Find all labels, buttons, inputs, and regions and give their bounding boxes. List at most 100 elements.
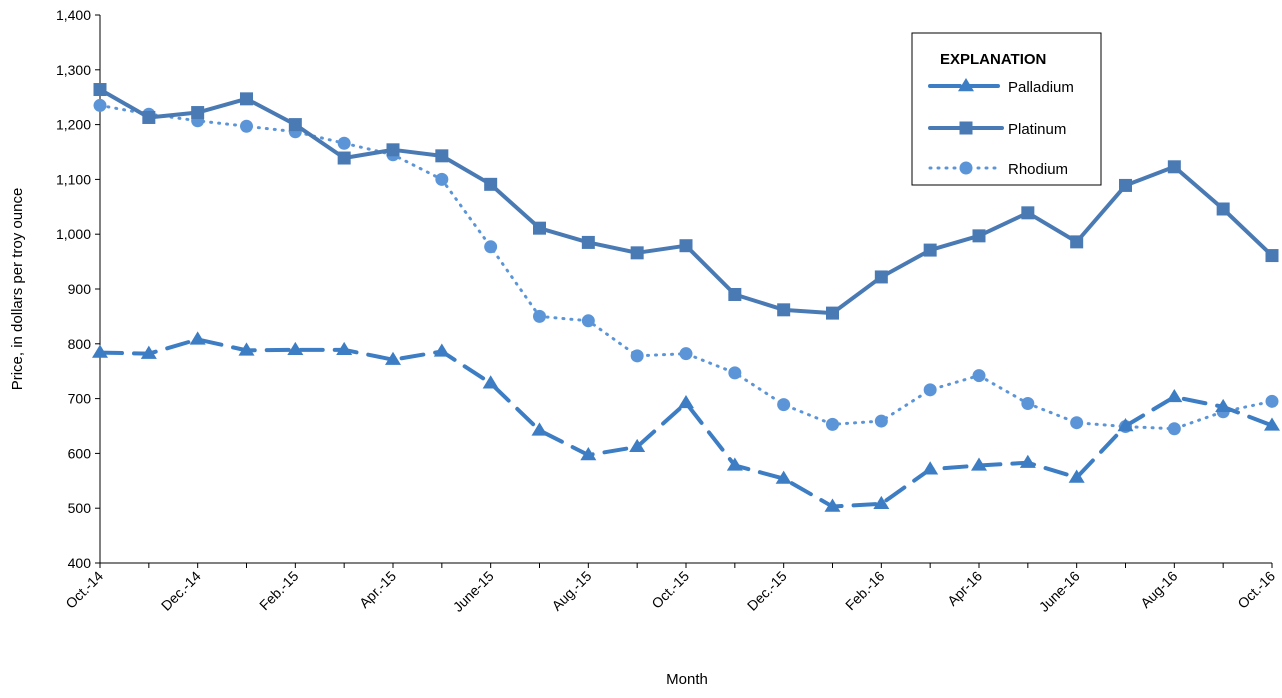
y-tick-label: 500: [68, 500, 92, 516]
platinum-point: [533, 221, 546, 235]
legend-item-rhodium: Rhodium: [928, 161, 1068, 178]
rhodium-point: [777, 398, 791, 412]
platinum-point: [1265, 249, 1279, 263]
legend: EXPLANATION Palladium Platinum Rhodium: [911, 32, 1102, 186]
palladium-point: [629, 438, 646, 453]
legend-label-platinum: Platinum: [1008, 121, 1066, 138]
y-tick-label: 1,000: [56, 226, 91, 242]
platinum-point: [728, 287, 742, 301]
y-tick-label: 900: [68, 281, 92, 297]
platinum-point: [630, 246, 644, 260]
platinum-point: [1119, 178, 1132, 192]
y-tick-label: 800: [68, 336, 92, 352]
platinum-point: [1021, 206, 1035, 220]
rhodium-point: [826, 417, 839, 431]
platinum-point: [1070, 235, 1084, 249]
rhodium-point: [1021, 397, 1035, 411]
palladium-point: [238, 342, 255, 356]
rhodium-point: [435, 172, 449, 186]
rhodium-point: [630, 349, 644, 363]
rhodium-point: [679, 347, 693, 361]
palladium-point: [1068, 469, 1085, 483]
x-tick-label: Oct.-16: [1234, 568, 1278, 612]
palladium-point: [678, 394, 694, 409]
palladium-point: [873, 495, 890, 510]
x-tick-label: Aug.-15: [548, 568, 594, 614]
y-tick-label: 700: [68, 391, 92, 407]
x-tick-label: Aug-16: [1137, 568, 1180, 611]
platinum-point: [1216, 202, 1230, 216]
platinum-point: [240, 92, 253, 106]
palladium-point: [580, 447, 597, 461]
rhodium-point: [923, 383, 937, 397]
platinum-point: [923, 243, 937, 257]
platinum-point: [874, 270, 888, 284]
x-tick-label: June-15: [450, 568, 497, 615]
x-axis-ticks: Oct.-14 Dec.-14 Feb.-15 Apr.-15 June-15 Aug.-…: [62, 563, 1278, 615]
x-tick-label: Dec.-15: [744, 568, 790, 614]
y-tick-label: 600: [68, 445, 92, 461]
rhodium-point: [972, 369, 986, 383]
palladium-point: [922, 461, 939, 475]
platinum-point: [679, 239, 693, 253]
palladium-point: [726, 457, 743, 471]
palladium-point: [1117, 418, 1134, 432]
palladium-point: [1215, 398, 1232, 413]
y-tick-label: 1,400: [56, 7, 91, 23]
palladium-point: [1264, 417, 1280, 431]
palladium-point: [287, 341, 304, 356]
legend-label-rhodium: Rhodium: [1008, 161, 1068, 178]
platinum-point: [288, 118, 302, 132]
x-tick-label: Apr-16: [944, 568, 985, 609]
palladium-point: [482, 375, 499, 389]
rhodium-point: [874, 414, 888, 428]
x-tick-label: Oct.-14: [62, 568, 106, 612]
y-axis-title: Price, in dollars per troy ounce: [9, 188, 26, 391]
y-tick-label: 1,100: [56, 171, 91, 187]
x-axis-title: Month: [666, 671, 708, 688]
rhodium-point: [1070, 416, 1084, 430]
platinum-point: [484, 177, 498, 191]
platinum-point: [386, 143, 400, 157]
rhodium-point: [728, 366, 742, 380]
platinum-point: [777, 303, 791, 317]
rhodium-point: [240, 119, 253, 133]
rhodium-point: [1265, 394, 1279, 408]
palladium-point: [385, 351, 401, 365]
palladium-point: [971, 457, 987, 471]
palladium-point: [824, 498, 841, 512]
platinum-point: [826, 306, 839, 320]
platinum-point: [337, 151, 351, 165]
y-axis-ticks: 400 500 600 700 800 900 1,000 1,100 1,200 1,300 1,…: [56, 7, 100, 571]
platinum-point: [581, 235, 595, 249]
legend-label-palladium: Palladium: [1008, 79, 1074, 96]
platinum-point: [1167, 160, 1181, 174]
rhodium-point: [484, 240, 498, 254]
platinum-point: [191, 106, 205, 120]
palladium-point: [433, 343, 450, 357]
palladium-series: [92, 331, 1280, 512]
legend-platinum-point: [959, 121, 973, 135]
rhodium-point: [1167, 422, 1181, 436]
palladium-point: [775, 470, 792, 484]
legend-rhodium-point: [959, 161, 973, 175]
rhodium-point: [337, 136, 351, 150]
palladium-point: [1019, 454, 1036, 468]
legend-palladium-point: [958, 78, 974, 92]
legend-item-palladium: Palladium: [928, 78, 1074, 96]
y-tick-label: 1,300: [56, 62, 91, 78]
series-layer: [92, 83, 1280, 512]
platinum-point: [435, 149, 449, 163]
palladium-point: [189, 331, 206, 345]
y-tick-label: 1,200: [56, 117, 91, 133]
x-tick-label: Oct.-15: [648, 568, 692, 612]
legend-box: [911, 32, 1102, 186]
x-tick-label: Dec.-14: [158, 568, 204, 614]
legend-title: EXPLANATION: [940, 51, 1046, 68]
rhodium-point: [533, 309, 546, 323]
platinum-point: [972, 229, 986, 243]
x-tick-label: Feb.-15: [256, 568, 302, 614]
x-tick-label: Apr.-15: [356, 568, 399, 611]
rhodium-point: [581, 314, 595, 328]
